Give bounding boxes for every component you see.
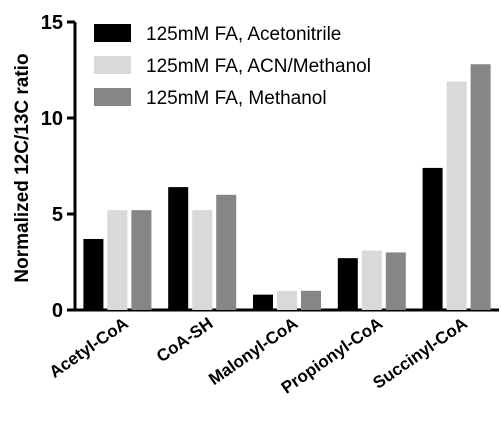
bar-acetyl-coa-series-2	[107, 210, 128, 310]
bar-coa-sh-series-1	[168, 187, 189, 310]
x-tick-label: Succinyl-CoA	[369, 314, 470, 393]
bar-propionyl-coa-series-2	[361, 250, 382, 310]
bar-succinyl-coa-series-3	[470, 64, 491, 311]
legend-label: 125mM FA, Acetonitrile	[146, 24, 341, 45]
legend-swatch	[94, 56, 131, 74]
y-axis-ticks: 0 5 10 15	[41, 12, 75, 322]
bar-acetyl-coa-series-1	[83, 238, 104, 310]
y-tick-label: 10	[41, 108, 63, 130]
bar-propionyl-coa-series-3	[385, 252, 406, 310]
bar-coa-sh-series-3	[216, 194, 237, 310]
bar-succinyl-coa-series-2	[446, 81, 467, 311]
legend-swatch	[94, 88, 131, 106]
y-tick-label: 0	[52, 300, 63, 322]
bar-acetyl-coa-series-3	[131, 210, 152, 310]
bar-malonyl-coa-series-2	[277, 290, 297, 310]
bar-malonyl-coa-series-3	[301, 290, 321, 310]
x-tick-label: CoA-SH	[153, 314, 217, 366]
bar-succinyl-coa-series-1	[422, 167, 443, 310]
legend: 125mM FA, Acetonitrile 125mM FA, ACN/Meth…	[94, 24, 371, 109]
bar-malonyl-coa-series-1	[253, 294, 273, 310]
bar-propionyl-coa-series-1	[337, 258, 358, 310]
y-tick-label: 15	[41, 12, 63, 34]
y-tick-label: 5	[52, 204, 63, 226]
legend-label: 125mM FA, ACN/Methanol	[146, 56, 371, 77]
bar-series	[83, 64, 491, 311]
x-tick-label: Acetyl-CoA	[46, 314, 132, 382]
y-axis-label: Normalized 12C/13C ratio	[12, 53, 33, 282]
legend-label: 125mM FA, Methanol	[146, 88, 327, 109]
x-axis-tick-labels: Acetyl-CoA CoA-SHMalonyl-CoAPropionyl-CoA…	[46, 314, 471, 398]
bar-coa-sh-series-2	[192, 210, 213, 310]
legend-swatch	[94, 24, 131, 42]
